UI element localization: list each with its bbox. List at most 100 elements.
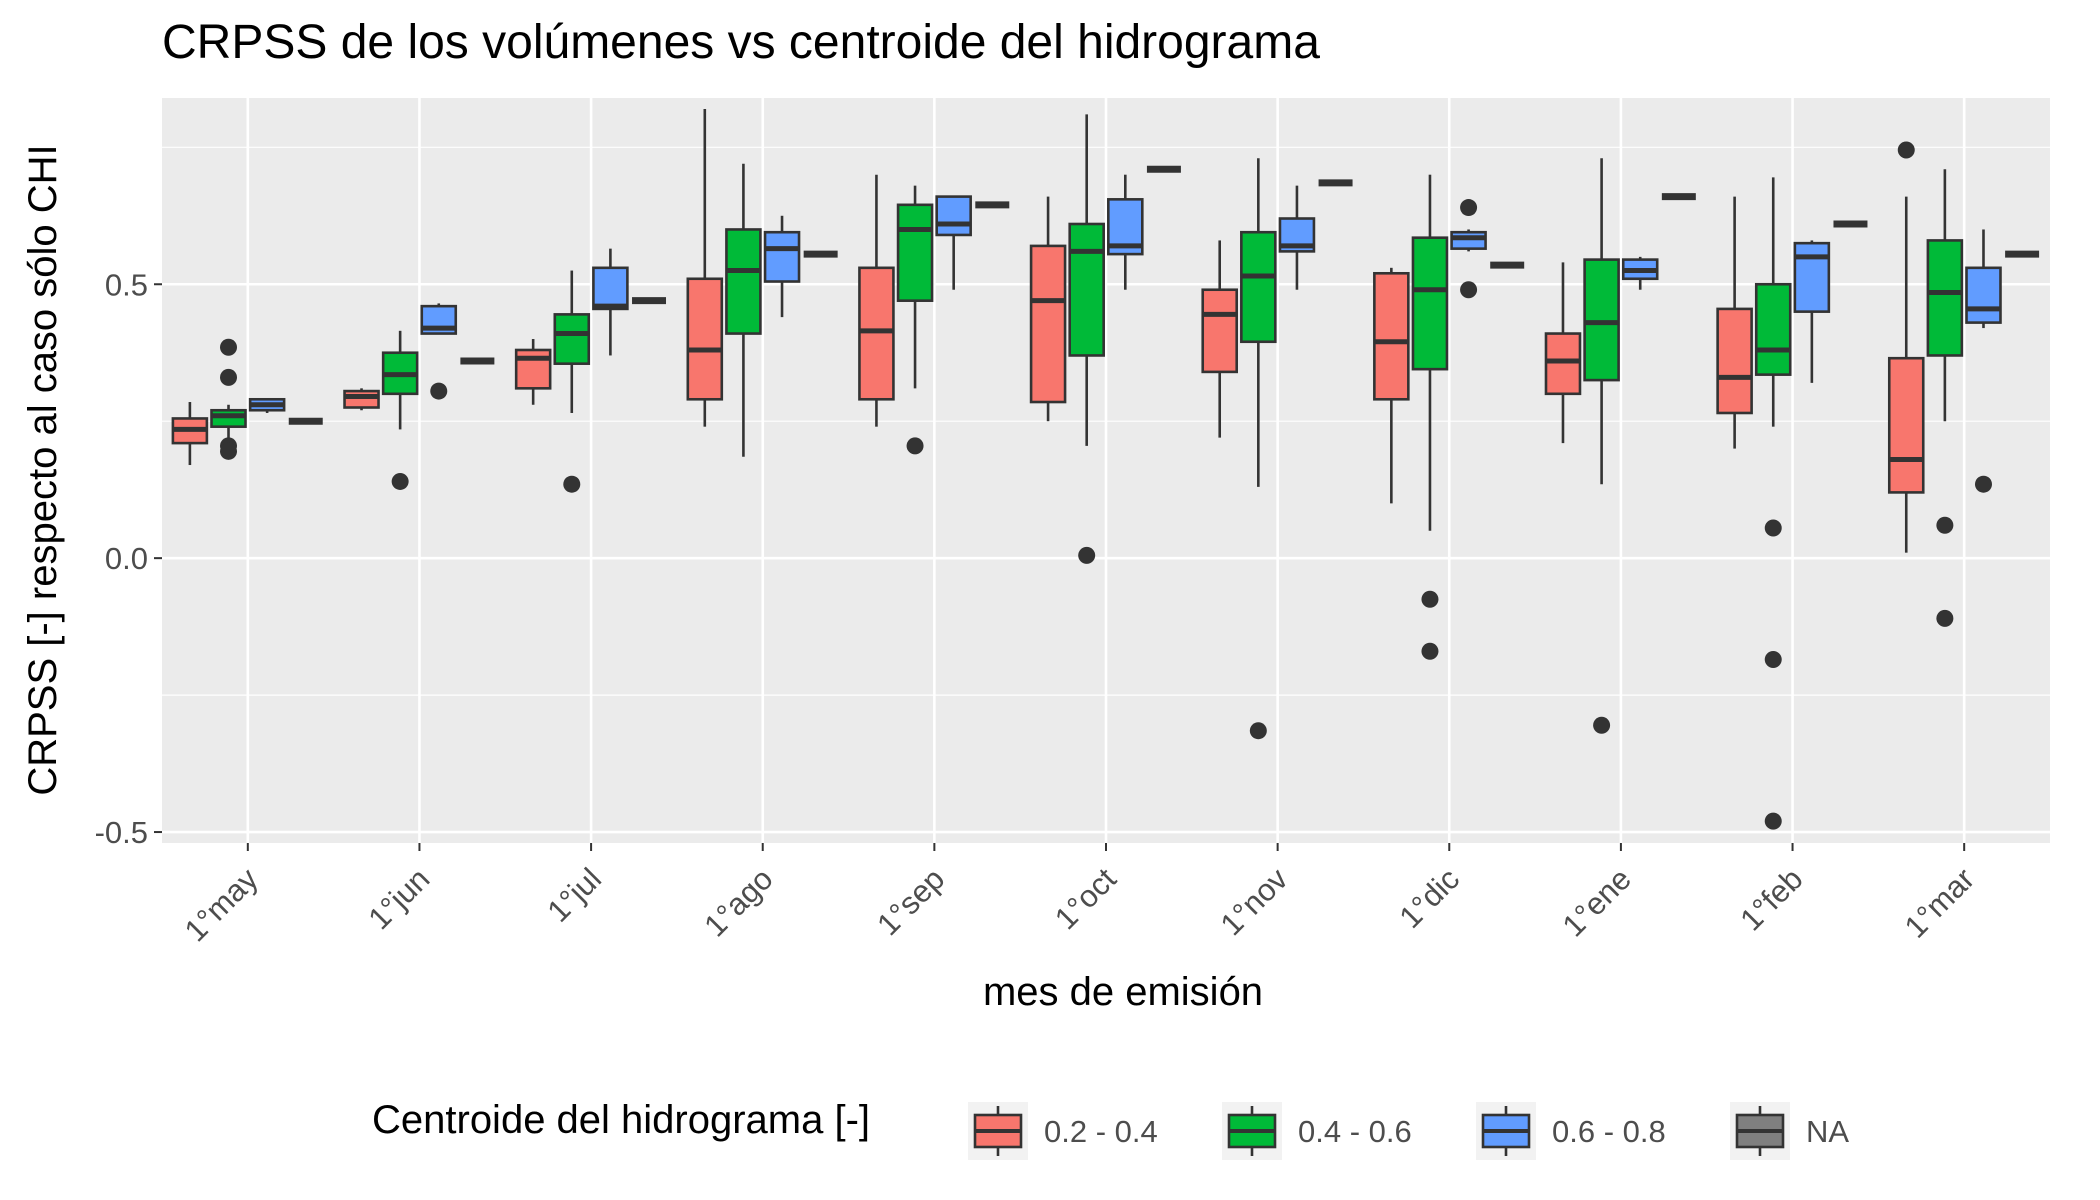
box-outlier — [1460, 199, 1478, 217]
box-outlier — [1421, 642, 1439, 660]
box-body — [763, 230, 801, 283]
box-body — [1887, 356, 1925, 494]
box-outlier — [1078, 546, 1096, 564]
box-body — [1068, 222, 1105, 357]
legend-label: NA — [1806, 1114, 1849, 1149]
box-body — [1240, 230, 1277, 344]
x-tick-label: 1°feb — [1733, 861, 1809, 937]
x-axis-label: mes de emisión — [983, 970, 1263, 1014]
x-tick-label: 1°may — [178, 861, 265, 948]
box-outlier — [1764, 519, 1782, 537]
box-0.6-0.8 — [1793, 240, 1831, 383]
legend-label: 0.6 - 0.8 — [1552, 1114, 1666, 1149]
legend: Centroide del hidrograma [-] 0.2 - 0.4 0.… — [372, 1098, 1849, 1160]
box-0.6-0.8 — [592, 248, 629, 356]
box-0.6-0.8 — [1450, 199, 1487, 299]
x-tick-label: 1°nov — [1214, 861, 1295, 942]
box-0.4-0.6 — [210, 338, 247, 460]
y-axis: -0.5 0.0 0.5 — [95, 267, 162, 850]
box-0.2-0.4 — [1201, 240, 1239, 438]
box-0.2-0.4 — [1544, 262, 1582, 444]
box-outlier — [430, 382, 448, 400]
box-0.4-0.6 — [1754, 177, 1792, 830]
box-0.2-0.4 — [171, 402, 209, 466]
box-outlier — [563, 475, 581, 493]
box-0.6-0.8 — [763, 215, 801, 318]
legend-item: 0.6 - 0.8 — [1476, 1102, 1666, 1160]
box-body — [1716, 307, 1753, 415]
box-body — [1926, 239, 1964, 357]
y-tick-label: -0.5 — [95, 815, 148, 850]
box-0.2-0.4 — [686, 108, 724, 427]
x-axis: 1°may 1°jun 1°jul 1°ago 1°sep 1°oct 1°nov 1°dic… — [178, 843, 1981, 948]
box-outlier — [906, 437, 924, 455]
box-0.4-0.6 — [1411, 174, 1449, 660]
box-outlier — [1421, 590, 1439, 608]
box-outlier — [1460, 281, 1478, 299]
box-body — [592, 266, 629, 311]
box-outlier — [1249, 722, 1267, 740]
box-body — [1793, 241, 1831, 313]
legend-item: NA — [1730, 1102, 1849, 1160]
box-body — [1450, 230, 1487, 250]
chart-title: CRPSS de los volúmenes vs centroide del … — [162, 16, 1320, 69]
box-0.6-0.8 — [420, 303, 458, 400]
box-body — [210, 408, 247, 428]
box-0.6-0.8 — [1965, 229, 2002, 493]
box-0.2-0.4 — [1716, 196, 1753, 449]
chart-marks — [171, 108, 2040, 830]
box-0.2-0.4 — [343, 388, 380, 411]
box-0.4-0.6 — [1240, 158, 1277, 740]
box-outlier — [220, 338, 238, 356]
box-body — [343, 389, 380, 409]
box-0.4-0.6 — [725, 163, 762, 457]
box-body — [1965, 266, 2002, 324]
y-tick-label: 0.5 — [105, 267, 148, 302]
box-0.6-0.8 — [248, 397, 286, 413]
box-0.2-0.4 — [858, 174, 895, 427]
box-0.2-0.4 — [1029, 196, 1067, 422]
box-outlier — [1764, 812, 1782, 830]
x-tick-label: 1°jun — [361, 861, 436, 936]
box-body — [1544, 332, 1582, 396]
box-outlier — [1936, 609, 1954, 627]
box-0.4-0.6 — [553, 270, 591, 493]
legend-title: Centroide del hidrograma [-] — [372, 1098, 870, 1142]
box-body — [1029, 244, 1067, 404]
box-body — [1583, 258, 1620, 382]
box-0.6-0.8 — [1278, 185, 1316, 290]
x-tick-label: 1°jul — [540, 861, 608, 929]
legend-item: 0.4 - 0.6 — [1222, 1102, 1412, 1160]
legend-item: 0.2 - 0.4 — [968, 1102, 1158, 1160]
box-outlier — [1936, 516, 1954, 534]
y-tick-label: 0.0 — [105, 541, 148, 576]
box-0.4-0.6 — [381, 330, 419, 490]
box-0.2-0.4 — [1373, 267, 1410, 504]
box-body — [858, 266, 895, 401]
legend-label: 0.2 - 0.4 — [1044, 1114, 1158, 1149]
x-tick-label: 1°oct — [1048, 861, 1123, 936]
box-body — [935, 195, 972, 237]
y-axis-label: CRPSS [-] respecto al caso sólo CHI — [21, 144, 65, 795]
box-outlier — [1897, 141, 1915, 159]
box-body — [1411, 236, 1449, 371]
x-tick-label: 1°ene — [1556, 861, 1638, 943]
box-outlier — [1593, 716, 1611, 734]
box-outlier — [1764, 650, 1782, 668]
box-outlier — [1974, 475, 1992, 493]
x-tick-label: 1°dic — [1392, 861, 1466, 935]
box-outlier — [391, 472, 409, 490]
box-0.4-0.6 — [896, 185, 934, 455]
box-body — [1201, 288, 1239, 374]
x-tick-label: 1°ago — [697, 861, 779, 943]
box-outlier — [220, 442, 238, 460]
box-0.2-0.4 — [514, 339, 552, 405]
box-body — [1373, 271, 1410, 401]
box-0.4-0.6 — [1926, 169, 1964, 627]
x-tick-label: 1°sep — [870, 861, 951, 942]
legend-label: 0.4 - 0.6 — [1298, 1114, 1412, 1149]
box-body — [725, 228, 762, 335]
box-0.4-0.6 — [1068, 114, 1105, 564]
box-0.6-0.8 — [1107, 174, 1144, 290]
